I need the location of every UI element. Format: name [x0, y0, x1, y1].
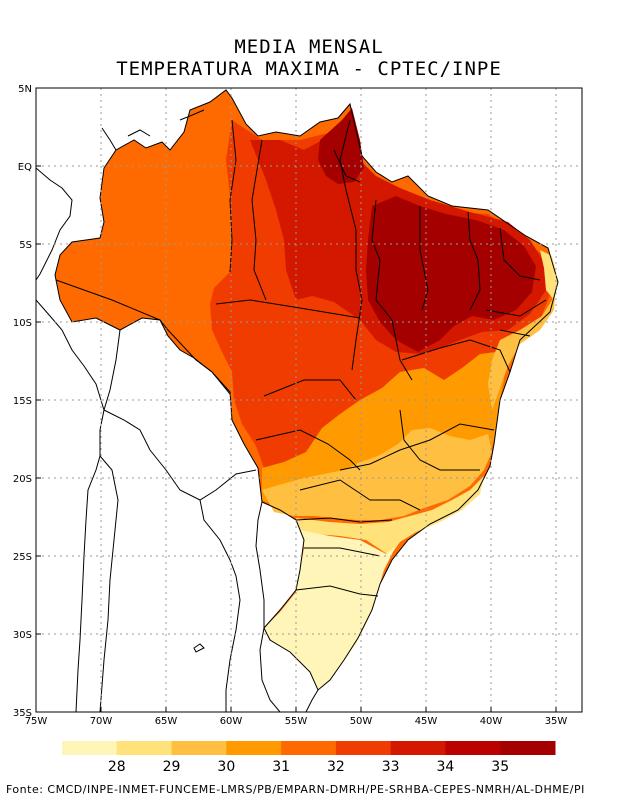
legend-label: 35	[491, 759, 509, 775]
lon-tick-label: 75W	[25, 716, 48, 727]
lat-tick-label: 10S	[13, 318, 32, 329]
legend-swatch	[281, 741, 337, 755]
lon-tick-label: 70W	[90, 716, 113, 727]
data-source-note: Fonte: CMCD/INPE-INMET-FUNCEME-LMRS/PB/E…	[6, 783, 585, 796]
lat-tick-label: 25S	[13, 552, 32, 563]
legend-swatch	[62, 741, 118, 755]
lon-tick-label: 35W	[545, 716, 568, 727]
region-northeast-interior	[366, 196, 536, 352]
legend-label: 33	[382, 759, 400, 775]
legend-label: 28	[108, 759, 126, 775]
lon-tick-label: 45W	[415, 716, 438, 727]
region-south	[264, 530, 396, 690]
map-grid	[35, 87, 582, 713]
legend-label: 31	[272, 759, 290, 775]
legend-label: 30	[217, 759, 235, 775]
lat-tick-label: 5S	[19, 240, 32, 251]
lat-tick-label: 30S	[13, 630, 32, 641]
map-title-line1: MEDIA MENSAL	[234, 36, 384, 58]
lat-tick-label: 15S	[13, 396, 32, 407]
legend-label: 34	[437, 759, 455, 775]
map-content	[36, 89, 559, 712]
lon-tick-label: 55W	[285, 716, 308, 727]
color-legend: 28 29 30 31 32 33 34 35	[62, 741, 556, 775]
legend-label: 29	[163, 759, 181, 775]
lat-tick-label: 5N	[18, 84, 32, 95]
region-amapa-dark	[318, 108, 364, 184]
lon-tick-label: 50W	[350, 716, 373, 727]
state-boundaries	[54, 89, 559, 691]
legend-swatch	[116, 741, 173, 755]
legend-swatch	[390, 741, 446, 755]
legend-swatch	[500, 741, 556, 755]
region-east-coast	[262, 428, 492, 520]
lat-tick-label: 20S	[13, 474, 32, 485]
lon-tick-label: 60W	[220, 716, 243, 727]
region-southeast	[296, 476, 484, 556]
map-frame	[35, 87, 583, 713]
map-axis-labels: 75W 70W 65W 60W 55W 50W 45W 40W 35W 5N EQ 5S 10S 15S 2…	[13, 84, 567, 727]
region-east-coast-strip	[488, 282, 556, 410]
lon-tick-label: 40W	[480, 716, 503, 727]
legend-swatch	[335, 741, 392, 755]
map-title-line2: TEMPERATURA MAXIMA - CPTEC/INPE	[116, 58, 502, 80]
continent-outline	[36, 109, 319, 712]
lat-tick-label: EQ	[18, 162, 32, 173]
lon-tick-label: 65W	[155, 716, 178, 727]
legend-swatch	[445, 741, 501, 755]
region-ne-coast-light	[540, 250, 558, 300]
legend-swatch	[171, 741, 227, 755]
legend-swatch	[226, 741, 282, 755]
lat-tick-label: 35S	[13, 708, 32, 719]
legend-label: 32	[327, 759, 345, 775]
